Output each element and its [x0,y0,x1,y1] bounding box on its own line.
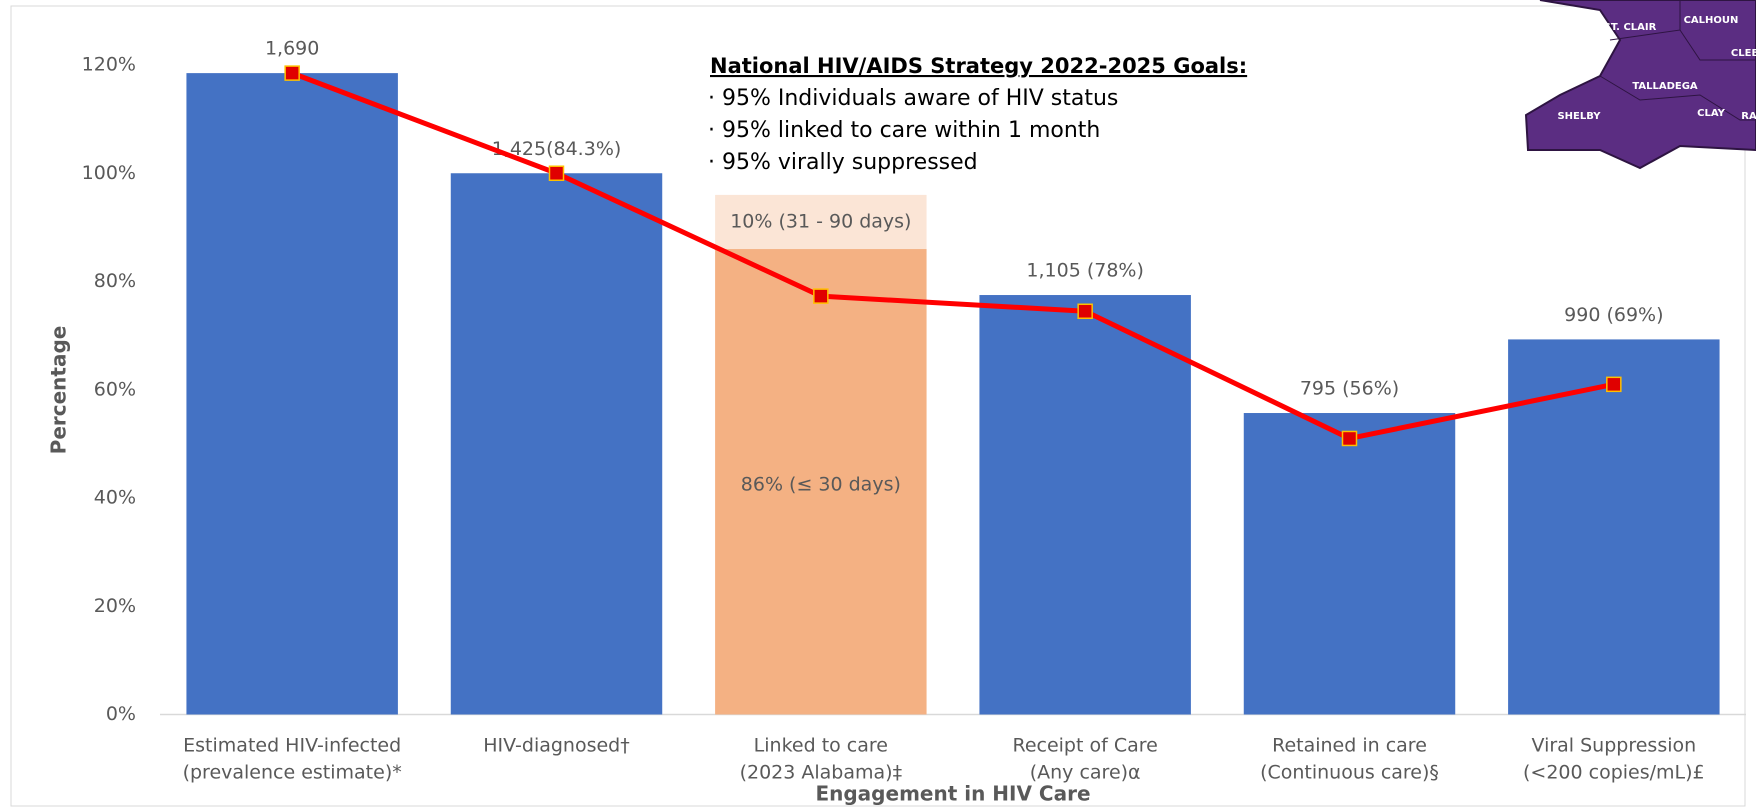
map-region [1524,0,1756,170]
x-tick-label: Receipt of Care [1012,735,1157,757]
goals-title: National HIV/AIDS Strategy 2022-2025 Goa… [710,54,1247,78]
x-tick-label: (2023 Alabama)‡ [740,762,903,784]
map-label: SHELBY [1557,111,1601,122]
bar-annotation: 795 (56%) [1300,378,1399,400]
y-tick-label: 60% [94,378,136,400]
y-tick-label: 120% [82,54,136,76]
line-marker [813,288,829,304]
stack-segment [715,194,927,250]
y-tick-label: 20% [94,595,136,617]
y-axis-label: Percentage [47,326,71,455]
line-series [291,70,1615,441]
x-tick-label: Linked to care [754,735,888,757]
map [1524,0,1756,170]
goals-item: · 95% virally suppressed [708,150,978,175]
line-marker [548,165,565,181]
y-tick-label: 40% [94,487,136,509]
map-label: RA [1741,111,1756,122]
x-tick-label: Estimated HIV-infected [183,735,401,757]
x-axis-label: Engagement in HIV Care [815,782,1090,806]
x-tick-label: (prevalence estimate)* [183,762,402,784]
x-tick-label: Retained in care [1272,735,1427,757]
line-marker [1077,303,1093,320]
x-tick-label: (<200 copies/mL)£ [1523,762,1705,784]
bar [979,295,1191,715]
line-marker [284,65,300,81]
county-border [1609,29,1756,61]
goals-item: · 95% Individuals aware of HIV status [708,86,1118,111]
bar-annotation: 990 (69%) [1564,304,1663,326]
goals-item: · 95% linked to care within 1 month [708,118,1100,143]
bar-annotation: 1,105 (78%) [1026,260,1144,282]
map-label: CLEB [1731,48,1756,59]
bar [1508,339,1720,715]
stack-segment [715,249,927,715]
segment-label: 86% (≤ 30 days) [741,473,901,495]
x-tick-label: Viral Suppression [1531,735,1696,757]
x-tick-label: (Continuous care)§ [1260,762,1439,784]
bar [450,173,663,715]
y-tick-label: 100% [82,162,136,184]
map-label: TALLADEGA [1632,81,1698,92]
x-tick-label: (Any care)α [1030,762,1141,784]
line-marker [1606,376,1622,393]
chart-border [10,5,1746,807]
bar-annotation: 1,425(84.3%) [492,138,622,160]
county-border [1599,75,1756,121]
y-tick-label: 80% [94,270,136,292]
bar [186,73,398,715]
bar [1243,413,1456,715]
map-label: ST. CLAIR [1604,22,1657,33]
line-marker [1341,430,1358,447]
map-label: CLAY [1697,108,1725,119]
map-label: CALHOUN [1684,15,1739,26]
x-tick-label: HIV-diagnosed† [483,735,630,757]
bar-annotation: 1,690 [265,38,319,60]
y-tick-label: 0% [106,703,136,725]
segment-label: 10% (31 - 90 days) [730,210,911,232]
